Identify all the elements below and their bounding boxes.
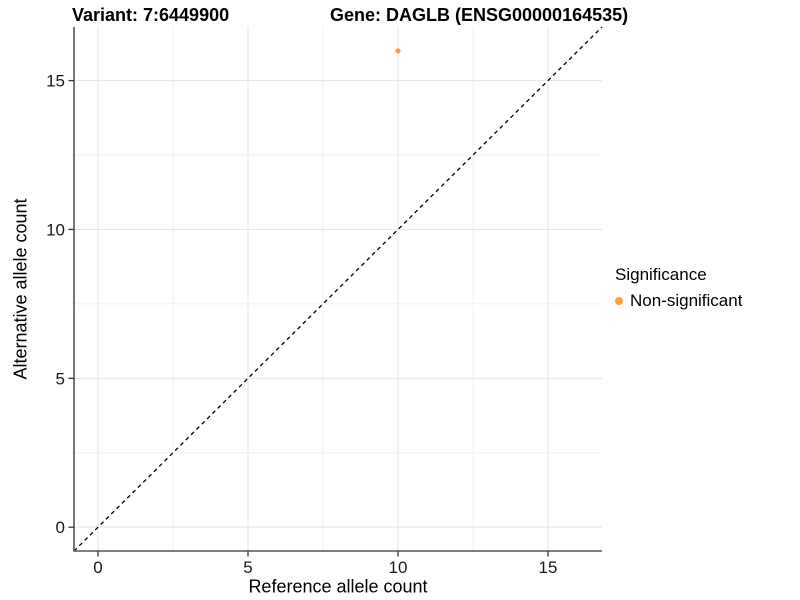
y-tick-label: 0 (56, 518, 65, 537)
legend: Significance Non-significant (615, 265, 742, 311)
plot-title-gene: Gene: DAGLB (ENSG00000164535) (330, 5, 629, 25)
y-axis-title: Alternative allele count (10, 198, 31, 380)
legend-title: Significance (615, 265, 707, 284)
data-point (395, 48, 401, 54)
x-axis-title: Reference allele count (248, 576, 428, 597)
plot-title-variant: Variant: 7:6449900 (72, 5, 230, 25)
y-tick-label: 5 (56, 369, 65, 388)
legend-item-label: Non-significant (630, 291, 743, 310)
identity-line (73, 26, 603, 552)
y-tick-label: 15 (46, 72, 65, 91)
x-tick-label: 5 (243, 558, 252, 577)
legend-item: Non-significant (615, 291, 742, 311)
legend-point-icon (615, 297, 623, 305)
y-tick-label: 10 (46, 220, 65, 239)
x-tick-label: 15 (539, 558, 558, 577)
x-tick-label: 0 (93, 558, 102, 577)
x-tick-label: 10 (389, 558, 408, 577)
